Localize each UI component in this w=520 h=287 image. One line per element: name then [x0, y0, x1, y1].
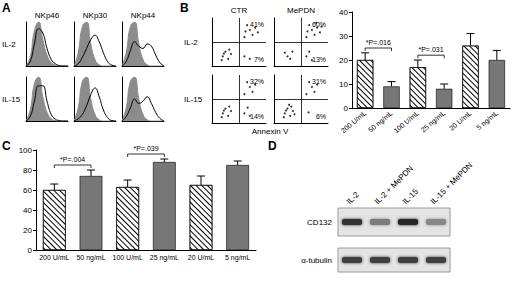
svg-text:50 ng/mL: 50 ng/mL	[367, 109, 395, 134]
svg-text:NKp44: NKp44	[131, 11, 156, 20]
svg-text:200 U/mL: 200 U/mL	[340, 109, 368, 134]
svg-text:CD132: CD132	[307, 218, 332, 227]
svg-text:5 ng/mL: 5 ng/mL	[475, 109, 500, 131]
svg-text:IL-15: IL-15	[401, 187, 421, 207]
svg-text:20 U/mL: 20 U/mL	[188, 254, 215, 261]
svg-text:IL-15: IL-15	[2, 95, 21, 104]
svg-text:IL-2 + MePDN: IL-2 + MePDN	[372, 163, 416, 207]
svg-text:IL-15 + MePDN: IL-15 + MePDN	[429, 161, 475, 207]
svg-text:41%: 41%	[250, 21, 264, 28]
svg-text:100 U/mL: 100 U/mL	[112, 254, 142, 261]
svg-text:*P=.039: *P=.039	[133, 145, 158, 152]
svg-text:IL-2: IL-2	[184, 38, 198, 47]
svg-text:40: 40	[339, 8, 348, 17]
svg-text:*P=.031: *P=.031	[418, 46, 443, 53]
svg-text:50 ng/mL: 50 ng/mL	[76, 254, 105, 262]
svg-text:14%: 14%	[250, 113, 264, 120]
svg-text:100 U/mL: 100 U/mL	[392, 109, 420, 134]
svg-text:60%: 60%	[312, 21, 326, 28]
svg-text:100: 100	[19, 146, 33, 155]
svg-text:20: 20	[23, 226, 32, 235]
svg-text:0: 0	[344, 104, 349, 113]
svg-text:*P=.004: *P=.004	[60, 156, 85, 163]
svg-text:40: 40	[23, 206, 32, 215]
svg-text:30: 30	[339, 32, 348, 41]
svg-text:5 ng/mL: 5 ng/mL	[225, 254, 250, 262]
svg-text:CTR: CTR	[231, 6, 248, 15]
svg-text:D: D	[268, 139, 277, 153]
svg-text:80: 80	[23, 166, 32, 175]
svg-text:32%: 32%	[250, 78, 264, 85]
svg-text:0: 0	[28, 246, 33, 255]
svg-text:6%: 6%	[316, 113, 326, 120]
svg-text:IL-2: IL-2	[345, 190, 361, 206]
svg-text:B: B	[180, 1, 189, 15]
svg-text:25 ng/mL: 25 ng/mL	[150, 254, 179, 262]
svg-text:Annexin V: Annexin V	[252, 127, 289, 136]
svg-text:A: A	[2, 1, 11, 15]
svg-text:20 U/mL: 20 U/mL	[448, 109, 473, 131]
svg-text:IL-2: IL-2	[2, 40, 16, 49]
svg-text:20: 20	[339, 56, 348, 65]
svg-text:MePDN: MePDN	[287, 6, 315, 15]
svg-text:IL-15: IL-15	[184, 95, 203, 104]
svg-text:31%: 31%	[312, 78, 326, 85]
svg-text:α-tubulin: α-tubulin	[301, 256, 332, 265]
svg-text:13%: 13%	[312, 56, 326, 63]
svg-text:NKp46: NKp46	[35, 11, 60, 20]
svg-text:*P=.016: *P=.016	[366, 39, 391, 46]
svg-text:200 U/mL: 200 U/mL	[39, 254, 69, 261]
svg-text:10: 10	[339, 80, 348, 89]
svg-text:25 ng/mL: 25 ng/mL	[420, 109, 448, 134]
svg-text:60: 60	[23, 186, 32, 195]
svg-text:NKp30: NKp30	[83, 11, 108, 20]
svg-text:C: C	[2, 139, 11, 153]
svg-text:7%: 7%	[254, 56, 264, 63]
